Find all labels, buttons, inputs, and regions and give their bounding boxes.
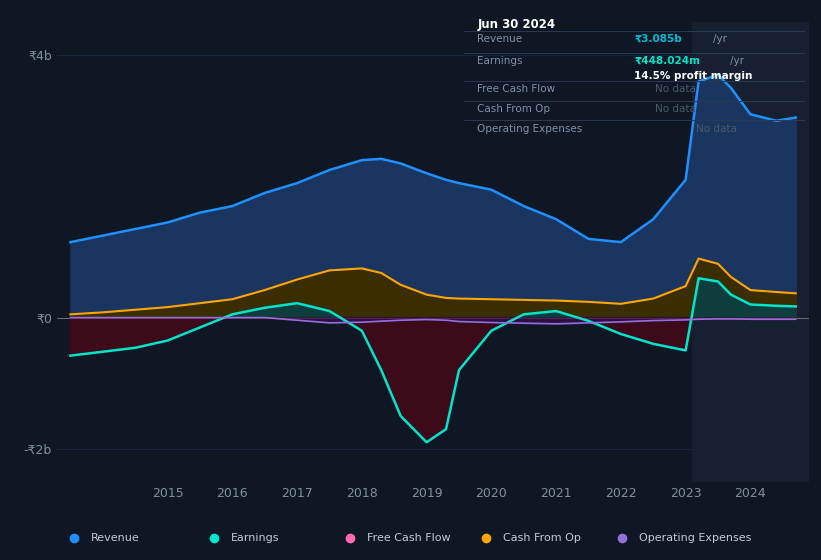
Text: 14.5% profit margin: 14.5% profit margin [635,71,753,81]
Text: Jun 30 2024: Jun 30 2024 [478,18,556,31]
Bar [692,22,809,482]
Text: No data: No data [695,124,736,134]
Text: /yr: /yr [730,55,744,66]
Text: Free Cash Flow: Free Cash Flow [367,533,450,543]
Text: Earnings: Earnings [231,533,279,543]
Text: Free Cash Flow: Free Cash Flow [478,84,556,94]
Text: ₹448.024m: ₹448.024m [635,55,700,66]
Text: Operating Expenses: Operating Expenses [478,124,583,134]
Text: Earnings: Earnings [478,55,523,66]
Text: No data: No data [654,84,695,94]
Text: Cash From Op: Cash From Op [502,533,580,543]
Text: Cash From Op: Cash From Op [478,104,551,114]
Text: ₹3.085b: ₹3.085b [635,34,682,44]
Text: /yr: /yr [713,34,727,44]
Text: Revenue: Revenue [478,34,523,44]
Text: No data: No data [654,104,695,114]
Text: Operating Expenses: Operating Expenses [639,533,751,543]
Text: Revenue: Revenue [91,533,140,543]
